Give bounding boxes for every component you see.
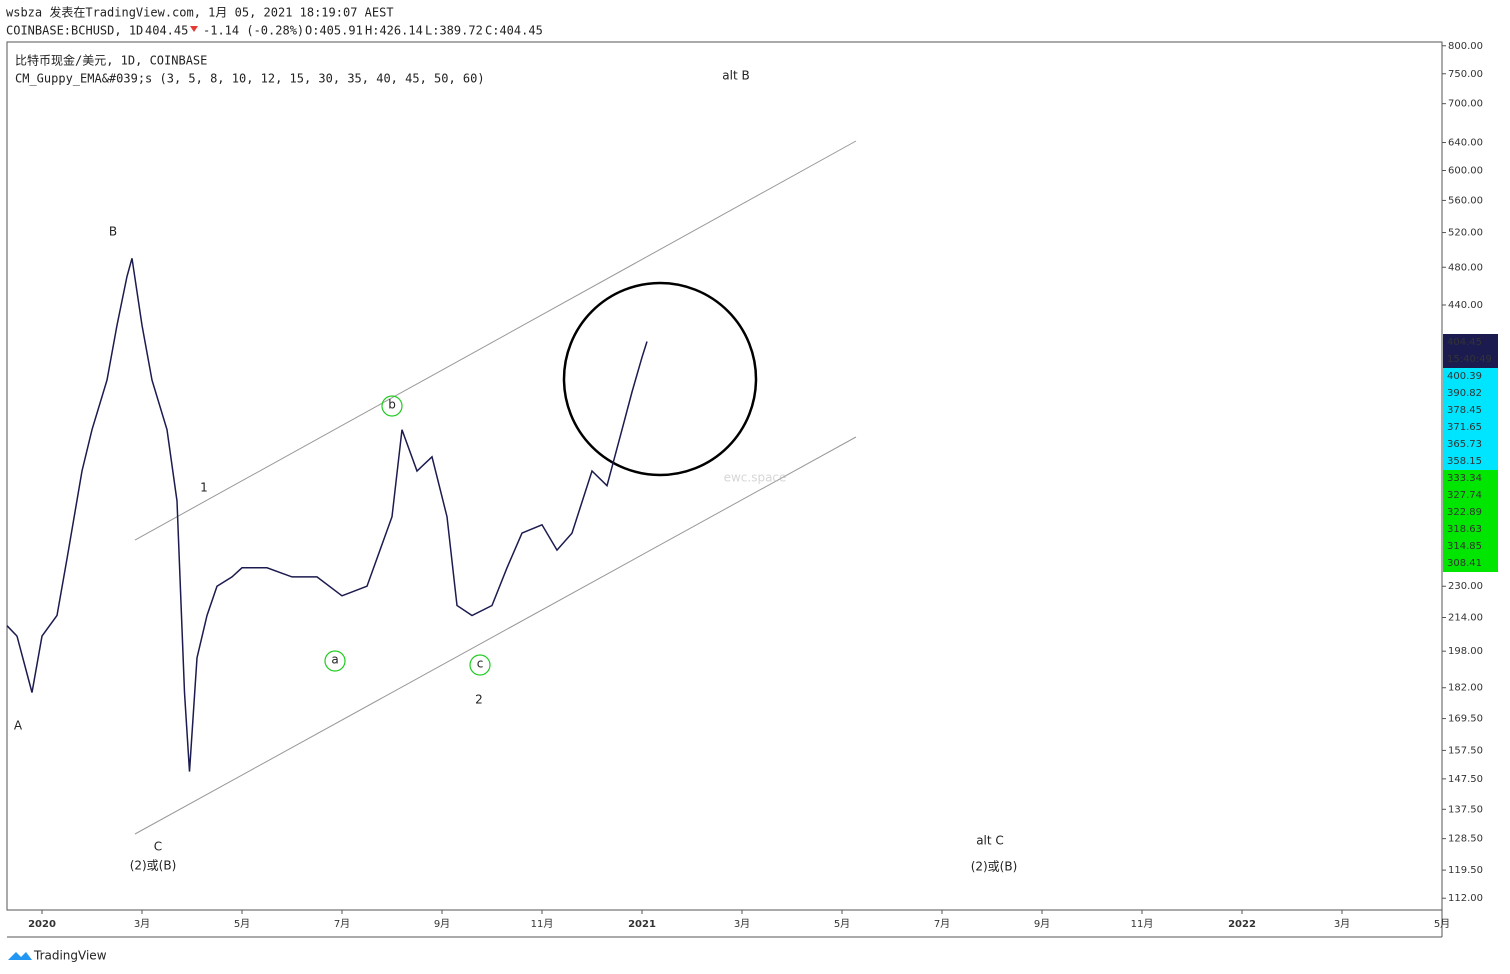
y-tick-label: 128.50 (1448, 834, 1483, 845)
x-tick-label: 2021 (628, 919, 656, 930)
price-tag-bg (1443, 419, 1498, 436)
y-tick-label: 520.00 (1448, 228, 1483, 239)
price-tag: 333.34 (1447, 473, 1482, 484)
wave-label: c (477, 657, 484, 671)
wave-label: B (109, 225, 117, 239)
wave-label: alt C (976, 834, 1004, 848)
wave-label: C (154, 840, 162, 854)
down-arrow (190, 26, 198, 32)
highlight-circle (562, 281, 758, 477)
wave-label: (2)或(B) (130, 859, 177, 873)
last-price: 404.45 (145, 24, 188, 38)
channel-lower (134, 436, 857, 835)
wave-label: alt B (722, 69, 749, 83)
price-tag: 404.45 (1447, 337, 1482, 348)
x-tick-label: 3月 (1334, 918, 1350, 930)
y-tick-label: 157.50 (1448, 745, 1483, 756)
price-tag: 390.82 (1447, 388, 1482, 399)
wave-label: a (331, 653, 338, 667)
price-tag: 322.89 (1447, 507, 1482, 518)
x-tick-label: 2022 (1228, 919, 1256, 930)
price-tag-bg (1443, 385, 1498, 402)
x-tick-label: 7月 (934, 918, 950, 930)
price-tag-bg (1443, 555, 1498, 572)
indicator: CM_Guppy_EMA&#039;s (3, 5, 8, 10, 12, 15… (15, 72, 485, 86)
x-tick-label: 5月 (234, 918, 250, 930)
plot-frame (6, 41, 1443, 911)
ohlc-value: C:404.45 (485, 24, 543, 38)
wave-label: A (14, 719, 23, 733)
price-tag-bg (1443, 402, 1498, 419)
price-tag-bg (1443, 504, 1498, 521)
wave-label: 2 (475, 693, 483, 707)
price-tag: 371.65 (1447, 422, 1482, 433)
price-line (6, 258, 648, 772)
x-tick-label: 2020 (28, 919, 56, 930)
y-tick-label: 119.50 (1448, 865, 1483, 876)
y-tick-label: 560.00 (1448, 195, 1483, 206)
y-tick-label: 230.00 (1448, 581, 1483, 592)
x-tick-label: 11月 (531, 918, 554, 930)
price-tag: 378.45 (1447, 405, 1482, 416)
y-tick-label: 169.50 (1448, 714, 1483, 725)
y-tick-label: 640.00 (1448, 138, 1483, 149)
channel-upper (134, 140, 857, 541)
watermark: ewc.space (724, 471, 787, 485)
wave-circle (469, 654, 491, 676)
logo (8, 952, 32, 960)
ohlc-value: O:405.91 (305, 24, 363, 38)
price-tag: 318.63 (1447, 524, 1482, 535)
price-tag: 358.15 (1447, 456, 1482, 467)
y-tick-label: 182.00 (1448, 683, 1483, 694)
y-tick-label: 700.00 (1448, 99, 1483, 110)
y-tick-label: 600.00 (1448, 166, 1483, 177)
price-tag-bg (1443, 453, 1498, 470)
change: -1.14 (-0.28%) (203, 24, 304, 38)
price-tag-bg (1443, 334, 1498, 351)
y-tick-label: 112.00 (1448, 893, 1483, 904)
y-tick-label: 147.50 (1448, 774, 1483, 785)
y-tick-label: 750.00 (1448, 69, 1483, 80)
price-tag: 314.85 (1447, 541, 1482, 552)
price-tag: 15:40:49 (1447, 354, 1492, 365)
wave-label: b (388, 398, 396, 412)
price-tag-bg (1443, 368, 1498, 385)
price-tag: 400.39 (1447, 371, 1482, 382)
price-tag: 365.73 (1447, 439, 1482, 450)
y-tick-label: 214.00 (1448, 613, 1483, 624)
x-tick-label: 3月 (734, 918, 750, 930)
x-tick-label: 11月 (1131, 918, 1154, 930)
y-tick-label: 480.00 (1448, 262, 1483, 273)
x-tick-label: 5月 (834, 918, 850, 930)
footer: TradingView (33, 949, 107, 963)
price-tag-bg (1443, 538, 1498, 555)
wave-label: 1 (200, 481, 208, 495)
price-tag-bg (1443, 521, 1498, 538)
price-tag: 327.74 (1447, 490, 1482, 501)
y-tick-label: 198.00 (1448, 646, 1483, 657)
y-tick-label: 440.00 (1448, 300, 1483, 311)
ohlc-value: H:426.14 (365, 24, 423, 38)
x-tick-label: 7月 (334, 918, 350, 930)
x-tick-label: 9月 (434, 918, 450, 930)
y-tick-label: 800.00 (1448, 41, 1483, 52)
price-tag-bg (1443, 487, 1498, 504)
wave-circle (381, 395, 403, 417)
x-tick-label: 3月 (134, 918, 150, 930)
price-tag-bg (1443, 351, 1498, 368)
symbol: COINBASE:BCHUSD, 1D (6, 24, 143, 38)
x-tick-label: 9月 (1034, 918, 1050, 930)
price-tag-bg (1443, 436, 1498, 453)
wave-label: (2)或(B) (971, 860, 1018, 874)
x-tick-label: 5月 (1434, 918, 1450, 930)
price-tag: 308.41 (1447, 558, 1482, 569)
pane-title: 比特币现金/美元, 1D, COINBASE (15, 53, 207, 68)
ohlc-value: L:389.72 (425, 24, 483, 38)
price-tag-bg (1443, 470, 1498, 487)
y-tick-label: 137.50 (1448, 804, 1483, 815)
header-line: wsbza 发表在TradingView.com, 1月 05, 2021 18… (6, 5, 394, 20)
wave-circle (324, 650, 346, 672)
